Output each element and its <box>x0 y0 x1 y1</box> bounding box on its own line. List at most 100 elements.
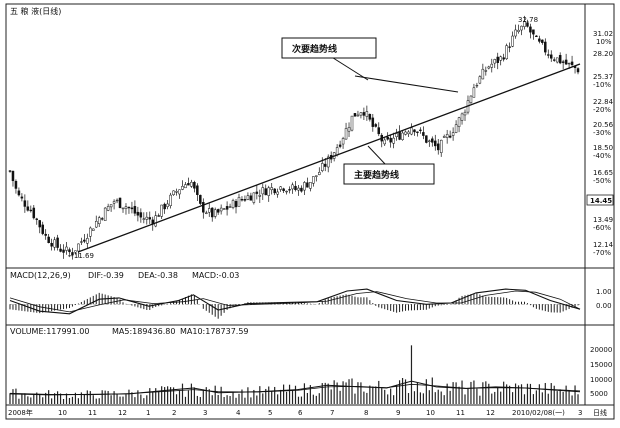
price-tick: 22.84 <box>593 98 614 106</box>
macd-value-label: MACD:-0.03 <box>192 271 239 280</box>
candle-body <box>544 41 547 53</box>
ma10-label: MA10:178737.59 <box>180 327 249 336</box>
candle-body <box>44 233 47 236</box>
candle-body <box>97 217 101 224</box>
candle-body <box>454 124 458 133</box>
volume-bars <box>9 345 579 404</box>
macd-tick: 0.00 <box>596 302 612 310</box>
candle-body <box>252 192 256 203</box>
candle-body <box>175 191 178 193</box>
candle-body <box>356 114 360 117</box>
candle-body <box>520 25 523 31</box>
candle-body <box>547 54 550 56</box>
candle-body <box>190 181 193 187</box>
candle-body <box>285 190 288 193</box>
candle-body <box>181 186 184 190</box>
candle-body <box>225 206 229 210</box>
candle-body <box>502 57 505 60</box>
candle-body <box>145 216 149 220</box>
candle-body <box>56 237 59 248</box>
candle-body <box>112 201 116 204</box>
price-pct-tick: -20% <box>593 106 611 114</box>
candle-body <box>74 250 77 253</box>
candle-body <box>401 132 404 140</box>
candle-body <box>576 68 580 73</box>
candle-body <box>561 61 565 63</box>
candle-body <box>338 144 342 147</box>
candle-body <box>550 54 553 59</box>
candle-body <box>321 163 324 171</box>
candle-body <box>213 209 217 217</box>
candle-body <box>47 236 50 243</box>
ma5-label: MA5:189436.80 <box>112 327 175 336</box>
candle-body <box>17 190 21 196</box>
candle-body <box>428 140 431 142</box>
candle-body <box>514 29 517 37</box>
candle-body <box>270 187 273 191</box>
candle-body <box>490 63 494 68</box>
candle-body <box>187 183 190 186</box>
candle-body <box>11 170 15 182</box>
candle-body <box>538 38 541 42</box>
candle-body <box>80 241 83 243</box>
candle-body <box>94 221 98 228</box>
candle-body <box>505 45 508 60</box>
candle-body <box>92 228 95 231</box>
candle-body <box>267 187 270 196</box>
candle-body <box>38 220 41 228</box>
candle-body <box>276 191 279 195</box>
candle-body <box>169 194 172 206</box>
candle-body <box>365 111 369 117</box>
x-tick: 3 <box>578 409 582 417</box>
candle-body <box>148 217 152 220</box>
price-tick: 31.02 <box>593 30 613 38</box>
candle-body <box>255 191 259 194</box>
secondary-callout-line <box>329 55 369 81</box>
high-price-label: 32.78 <box>518 16 538 24</box>
candle-body <box>377 127 381 135</box>
current-price-label: 14.45 <box>590 197 612 205</box>
volume-tick: 10000 <box>590 376 612 384</box>
x-tick: 12 <box>486 409 495 417</box>
candle-body <box>457 117 461 127</box>
candle-body <box>389 137 392 143</box>
volume-label: VOLUME:117991.00 <box>10 327 89 336</box>
price-tick: 28.20 <box>593 50 613 58</box>
price-tick: 13.49 <box>593 216 613 224</box>
candle-body <box>431 138 434 143</box>
candle-body <box>410 127 413 135</box>
x-tick: 8 <box>364 409 368 417</box>
candle-body <box>416 131 419 133</box>
low-price-label: ←11.69 <box>68 252 94 260</box>
candle-body <box>100 218 104 220</box>
secondary-trendline-callout: 次要趋势线 <box>281 37 377 59</box>
candle-body <box>362 112 366 116</box>
candle-body <box>14 181 18 189</box>
candle-body <box>35 218 39 220</box>
candle-body <box>115 199 119 202</box>
candle-body <box>383 139 386 145</box>
candle-body <box>20 196 24 199</box>
candle-body <box>41 224 44 234</box>
candle-body <box>279 186 282 190</box>
candle-body <box>23 200 27 207</box>
candle-body <box>475 84 479 87</box>
candle-body <box>86 238 89 244</box>
candle-body <box>407 131 410 135</box>
price-pct-tick: -60% <box>593 224 611 232</box>
candle-body <box>142 218 146 220</box>
candle-body <box>323 163 327 167</box>
candle-body <box>526 22 529 27</box>
macd-tick: 1.00 <box>596 288 612 296</box>
candle-body <box>291 184 294 190</box>
candle-body <box>273 188 276 194</box>
candle-body <box>228 206 232 208</box>
candle-body <box>517 29 520 32</box>
x-axis-unit: 日线 <box>593 408 607 417</box>
primary-trendline <box>77 63 581 253</box>
candle-body <box>448 135 452 138</box>
candle-body <box>499 56 502 61</box>
candle-body <box>77 243 80 252</box>
candle-body <box>350 115 354 131</box>
candle-body <box>392 137 395 144</box>
